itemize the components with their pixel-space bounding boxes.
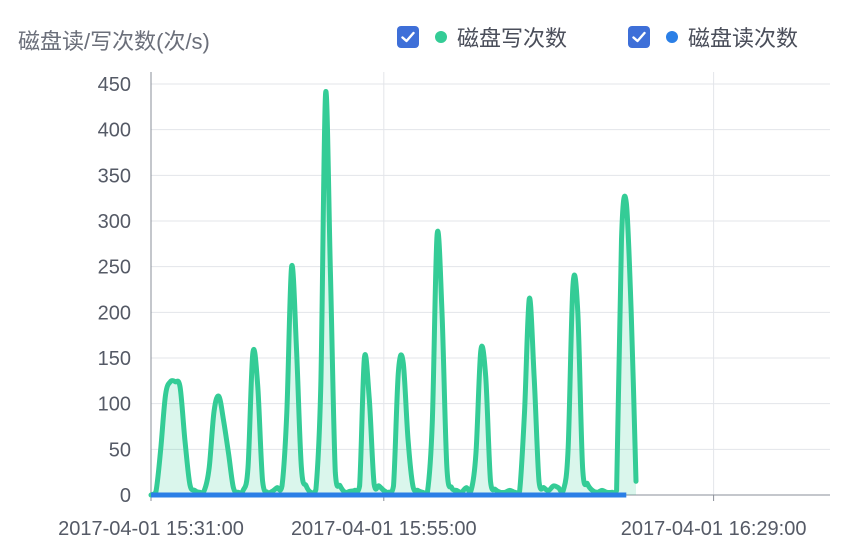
- checkbox-read[interactable]: [628, 26, 650, 48]
- x-tick-label: 2017-04-01 16:29:00: [621, 518, 807, 540]
- y-tick-label: 350: [98, 165, 131, 187]
- y-tick-label: 450: [98, 74, 131, 96]
- y-tick-label: 0: [120, 485, 131, 507]
- y-tick-label: 300: [98, 211, 131, 233]
- y-tick-label: 50: [109, 439, 131, 461]
- y-tick-label: 100: [98, 394, 131, 416]
- legend-dot-read: [666, 31, 678, 43]
- chart-title: 磁盘读/写次数(次/s): [18, 29, 210, 54]
- y-tick-label: 150: [98, 348, 131, 370]
- y-tick-label: 200: [98, 302, 131, 324]
- legend-label-write: 磁盘写次数: [457, 26, 568, 51]
- legend-label-read: 磁盘读次数: [688, 26, 799, 51]
- legend-item-read[interactable]: 磁盘读次数: [628, 22, 798, 52]
- y-tick-label: 400: [98, 120, 131, 142]
- legend-item-write[interactable]: 磁盘写次数: [397, 22, 567, 52]
- x-tick-label: 2017-04-01 15:55:00: [291, 518, 477, 540]
- y-tick-label: 250: [98, 257, 131, 279]
- series-write-line: [148, 88, 639, 498]
- check-icon: [401, 31, 415, 43]
- checkbox-write[interactable]: [397, 26, 419, 48]
- x-tick-label: 2017-04-01 15:31:00: [58, 518, 244, 540]
- check-icon: [632, 31, 646, 43]
- legend-dot-write: [435, 31, 447, 43]
